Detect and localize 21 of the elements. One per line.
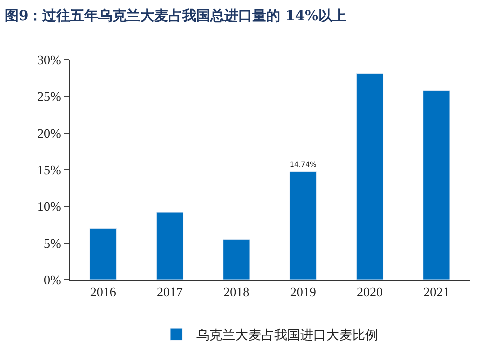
x-tick-label: 2019: [290, 284, 316, 300]
y-tick-label: 0%: [44, 272, 62, 288]
x-tick-label: 2021: [424, 284, 450, 300]
x-tick-label: 2016: [90, 284, 117, 300]
y-tick-label: 10%: [38, 199, 62, 214]
y-tick-label: 25%: [38, 89, 62, 104]
y-tick-label: 20%: [38, 126, 62, 141]
y-tick-label: 30%: [38, 52, 62, 68]
x-tick-label: 2020: [357, 284, 383, 300]
bar: [423, 90, 450, 280]
x-tick-label: 2017: [157, 284, 184, 300]
bar: [223, 239, 250, 280]
bar: [156, 212, 184, 280]
x-tick-label: 2018: [224, 284, 250, 300]
legend-label: 乌克兰大麦占我国进口大麦比例: [196, 328, 378, 343]
y-tick-label: 5%: [44, 236, 62, 251]
chart-title: 图9：过往五年乌克兰大麦占我国总进口量的 14%以上: [5, 8, 346, 25]
bar: [90, 228, 117, 280]
y-tick-label: 15%: [38, 162, 62, 178]
bar: [290, 172, 317, 280]
bar: [356, 74, 384, 280]
